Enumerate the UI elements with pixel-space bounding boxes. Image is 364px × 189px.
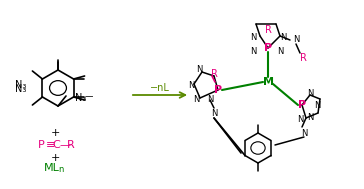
Text: N: N bbox=[196, 66, 202, 74]
Text: P: P bbox=[298, 100, 306, 110]
Text: R: R bbox=[265, 25, 272, 35]
Text: C: C bbox=[52, 140, 60, 150]
Text: +: + bbox=[50, 128, 60, 138]
Text: N: N bbox=[301, 129, 307, 138]
Text: N: N bbox=[250, 33, 256, 43]
Text: R: R bbox=[210, 69, 217, 79]
Text: N: N bbox=[307, 112, 313, 122]
Text: N₃: N₃ bbox=[75, 93, 86, 103]
Text: ≡: ≡ bbox=[46, 140, 55, 150]
Text: N: N bbox=[314, 101, 320, 109]
Text: M: M bbox=[262, 77, 273, 87]
Text: N₃: N₃ bbox=[15, 80, 27, 90]
Text: N: N bbox=[250, 47, 256, 57]
Text: N₃: N₃ bbox=[15, 84, 27, 94]
Text: N: N bbox=[211, 109, 217, 119]
Text: N: N bbox=[188, 81, 194, 90]
Text: P: P bbox=[264, 43, 272, 53]
Text: N: N bbox=[307, 88, 313, 98]
Text: P: P bbox=[214, 85, 222, 95]
Text: R: R bbox=[67, 140, 75, 150]
Text: ML: ML bbox=[44, 163, 60, 173]
Text: N: N bbox=[193, 95, 199, 105]
Text: +: + bbox=[50, 153, 60, 163]
Text: —: — bbox=[84, 92, 93, 101]
Text: P: P bbox=[38, 140, 45, 150]
Text: N: N bbox=[207, 95, 213, 105]
Text: —: — bbox=[59, 140, 70, 150]
Text: −nL: −nL bbox=[150, 83, 170, 93]
Text: N: N bbox=[280, 33, 286, 43]
Text: N: N bbox=[297, 115, 303, 123]
Text: n: n bbox=[58, 166, 63, 174]
Text: N: N bbox=[277, 47, 283, 57]
Text: R: R bbox=[300, 53, 306, 63]
Text: N: N bbox=[293, 36, 299, 44]
